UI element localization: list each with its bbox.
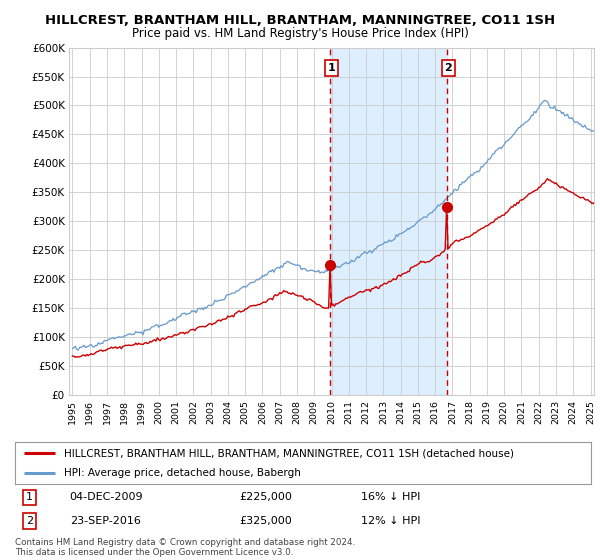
Text: Price paid vs. HM Land Registry's House Price Index (HPI): Price paid vs. HM Land Registry's House … [131,27,469,40]
Text: 1: 1 [26,492,33,502]
Text: HILLCREST, BRANTHAM HILL, BRANTHAM, MANNINGTREE, CO11 1SH (detached house): HILLCREST, BRANTHAM HILL, BRANTHAM, MANN… [64,449,514,458]
Text: 2: 2 [26,516,33,526]
Text: £325,000: £325,000 [239,516,292,526]
Text: HPI: Average price, detached house, Babergh: HPI: Average price, detached house, Babe… [64,469,301,478]
Text: Contains HM Land Registry data © Crown copyright and database right 2024.: Contains HM Land Registry data © Crown c… [15,538,355,547]
Bar [330,48,446,395]
Text: 23-SEP-2016: 23-SEP-2016 [70,516,140,526]
Text: This data is licensed under the Open Government Licence v3.0.: This data is licensed under the Open Gov… [15,548,293,557]
Text: £225,000: £225,000 [239,492,293,502]
Text: 2: 2 [445,63,452,73]
Text: HILLCREST, BRANTHAM HILL, BRANTHAM, MANNINGTREE, CO11 1SH: HILLCREST, BRANTHAM HILL, BRANTHAM, MANN… [45,14,555,27]
Text: 04-DEC-2009: 04-DEC-2009 [70,492,143,502]
Text: 16% ↓ HPI: 16% ↓ HPI [361,492,420,502]
Text: 12% ↓ HPI: 12% ↓ HPI [361,516,420,526]
Text: 1: 1 [328,63,335,73]
